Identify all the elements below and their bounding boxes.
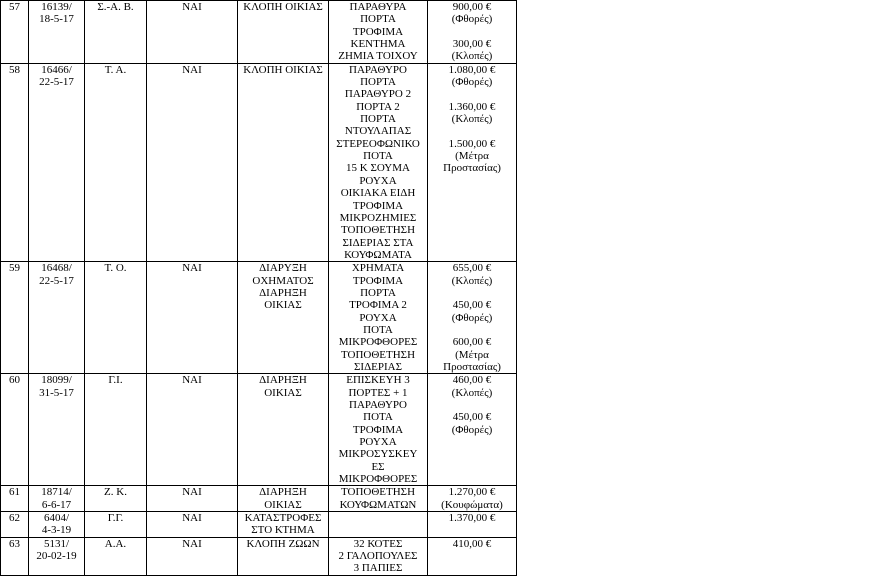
cell-recorded-flag: ΝΑΙ (146, 0, 238, 64)
cell-amounts: 655,00 € (Κλοπές) 450,00 € (Φθορές) 600,00… (427, 261, 517, 375)
cell-amounts: 1.270,00 € (Κουφώματα) (427, 485, 517, 513)
cell-incident-type: ΚΑΤΑΣΤΡΟΦΕΣ ΣΤΟ ΚΤΗΜΑ (237, 511, 329, 538)
cell-initials: Ζ. Κ. (84, 485, 147, 513)
cell-case-number-date: 5131/20-02-19 (28, 536, 85, 576)
cell-recorded-flag: ΝΑΙ (146, 485, 238, 513)
cell-damaged-items (328, 511, 428, 538)
table-row: 62 6404/4-3-19 Γ.Γ. ΝΑΙ ΚΑΤΑΣΤΡΟΦΕΣ ΣΤΟ Κ… (0, 511, 517, 538)
table-row: 63 5131/20-02-19 Α.Α. ΝΑΙ ΚΛΟΠΗ ΖΩΩΝ 32 … (0, 536, 517, 576)
cell-row-index: 58 (0, 62, 29, 263)
cell-initials: Τ. Ο. (84, 261, 147, 375)
table-body: 57 16139/18-5-17 Σ.-Α. Β. ΝΑΙ ΚΛΟΠΗ ΟΙΚΙ… (0, 0, 517, 576)
cell-amounts: 460,00 € (Κλοπές) 450,00 € (Φθορές) (427, 373, 517, 487)
cell-incident-type: ΚΛΟΠΗ ΖΩΩΝ (237, 536, 329, 576)
cell-incident-type: ΔΙΑΡΗΞΗ ΟΙΚΙΑΣ (237, 373, 329, 487)
cell-damaged-items: ΠΑΡΑΘΥΡΑ ΠΟΡΤΑ ΤΡΟΦΙΜΑ ΚΕΝΤΗΜΑ ΖΗΜΙΑ ΤΟΙΧΟΥ (328, 0, 428, 64)
cell-row-index: 57 (0, 0, 29, 64)
cell-recorded-flag: ΝΑΙ (146, 511, 238, 538)
cell-damaged-items: ΧΡΗΜΑΤΑ ΤΡΟΦΙΜΑ ΠΟΡΤΑ ΤΡΟΦΙΜΑ 2 ΡΟΥΧΑ ΠΟΤΑ ΜΙΚ… (328, 261, 428, 375)
cell-amounts: 1.370,00 € (427, 511, 517, 538)
cell-damaged-items: 32 ΚΟΤΕΣ 2 ΓΑΛΟΠΟΥΛΕΣ 3 ΠΑΠΙΕΣ (328, 536, 428, 576)
cell-initials: Σ.-Α. Β. (84, 0, 147, 64)
table-row: 58 16466/22-5-17 Τ. Α. ΝΑΙ ΚΛΟΠΗ ΟΙΚΙΑΣ … (0, 62, 517, 263)
cell-case-number-date: 18714/6-6-17 (28, 485, 85, 513)
cell-recorded-flag: ΝΑΙ (146, 261, 238, 375)
cell-row-index: 61 (0, 485, 29, 513)
cell-row-index: 60 (0, 373, 29, 487)
cell-case-number-date: 18099/31-5-17 (28, 373, 85, 487)
cell-row-index: 59 (0, 261, 29, 375)
cell-incident-type: ΔΙΑΡΗΞΗ ΟΙΚΙΑΣ (237, 485, 329, 513)
table-row: 60 18099/31-5-17 Γ.Ι. ΝΑΙ ΔΙΑΡΗΞΗ ΟΙΚΙΑΣ … (0, 373, 517, 487)
cell-damaged-items: ΠΑΡΑΘΥΡΟ ΠΟΡΤΑ ΠΑΡΑΘΥΡΟ 2 ΠΟΡΤΑ 2 ΠΟΡΤΑ ΝΤΟΥΛ… (328, 62, 428, 263)
cell-amounts: 900,00 € (Φθορές) 300,00 € (Κλοπές) (427, 0, 517, 64)
cell-initials: Γ.Ι. (84, 373, 147, 487)
cell-case-number-date: 16139/18-5-17 (28, 0, 85, 64)
cell-row-index: 63 (0, 536, 29, 576)
cell-amounts: 410,00 € (427, 536, 517, 576)
cell-incident-type: ΚΛΟΠΗ ΟΙΚΙΑΣ (237, 0, 329, 64)
table-row: 59 16468/22-5-17 Τ. Ο. ΝΑΙ ΔΙΑΡΥΞΗ ΟΧΗΜΑΤ… (0, 261, 517, 375)
cell-case-number-date: 16466/22-5-17 (28, 62, 85, 263)
cell-initials: Γ.Γ. (84, 511, 147, 538)
cell-damaged-items: ΤΟΠΟΘΕΤΗΣΗ ΚΟΥΦΩΜΑΤΩΝ (328, 485, 428, 513)
cell-incident-type: ΔΙΑΡΥΞΗ ΟΧΗΜΑΤΟΣ ΔΙΑΡΗΞΗ ΟΙΚΙΑΣ (237, 261, 329, 375)
cell-row-index: 62 (0, 511, 29, 538)
cell-recorded-flag: ΝΑΙ (146, 373, 238, 487)
table-row: 61 18714/6-6-17 Ζ. Κ. ΝΑΙ ΔΙΑΡΗΞΗ ΟΙΚΙΑΣ … (0, 485, 517, 513)
table-row: 57 16139/18-5-17 Σ.-Α. Β. ΝΑΙ ΚΛΟΠΗ ΟΙΚΙ… (0, 0, 517, 64)
cell-case-number-date: 16468/22-5-17 (28, 261, 85, 375)
cell-damaged-items: ΕΠΙΣΚΕΥΗ 3 ΠΟΡΤΕΣ + 1 ΠΑΡΑΘΥΡΟ ΠΟΤΑ ΤΡΟΦΙΜΑ Ρ… (328, 373, 428, 487)
cell-initials: Α.Α. (84, 536, 147, 576)
cell-recorded-flag: ΝΑΙ (146, 62, 238, 263)
cell-initials: Τ. Α. (84, 62, 147, 263)
cell-case-number-date: 6404/4-3-19 (28, 511, 85, 538)
compensation-records-table: 57 16139/18-5-17 Σ.-Α. Β. ΝΑΙ ΚΛΟΠΗ ΟΙΚΙ… (0, 0, 517, 576)
cell-amounts: 1.080,00 € (Φθορές) 1.360,00 € (Κλοπές) 1.… (427, 62, 517, 263)
cell-incident-type: ΚΛΟΠΗ ΟΙΚΙΑΣ (237, 62, 329, 263)
cell-recorded-flag: ΝΑΙ (146, 536, 238, 576)
